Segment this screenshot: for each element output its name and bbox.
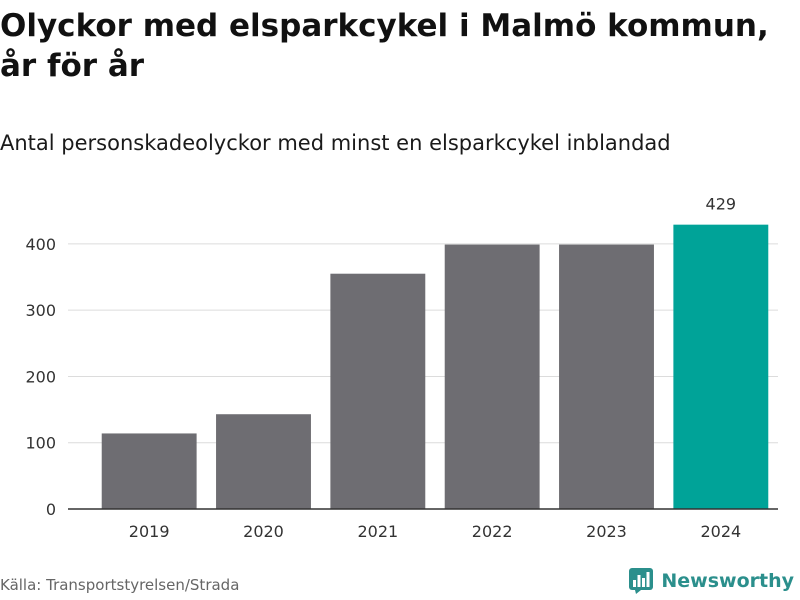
y-tick-label: 0	[46, 500, 56, 519]
newsworthy-logo-icon	[629, 568, 654, 594]
x-tick-label: 2019	[129, 522, 170, 541]
x-tick-label: 2021	[357, 522, 398, 541]
bar	[216, 414, 311, 509]
bar-chart: 0 100 200 300 400 2019 2020 2021 2022 2023 2024 429	[25, 195, 778, 541]
bar	[101, 433, 197, 509]
chart-title: Olyckor med elsparkcykel i Malmö kommun,…	[0, 8, 769, 84]
y-tick-label: 200	[25, 367, 56, 386]
source-note: Källa: Transportstyrelsen/Strada	[0, 576, 240, 594]
x-tick-label: 2020	[243, 522, 284, 541]
y-tick-label: 400	[25, 235, 56, 254]
bar	[330, 273, 426, 509]
x-tick-label: 2022	[472, 522, 513, 541]
bar	[559, 244, 654, 509]
brand-logo[interactable]: Newsworthy	[629, 568, 794, 594]
brand-name: Newsworthy	[661, 570, 794, 592]
data-label: 429	[706, 195, 737, 214]
bar	[673, 224, 769, 510]
y-tick-label: 100	[25, 434, 56, 453]
y-tick-label: 300	[25, 301, 56, 320]
x-tick-label: 2023	[586, 522, 627, 541]
bar	[444, 244, 540, 509]
x-tick-label: 2024	[700, 522, 741, 541]
chart-subtitle: Antal personskadeolyckor med minst en el…	[0, 131, 671, 155]
